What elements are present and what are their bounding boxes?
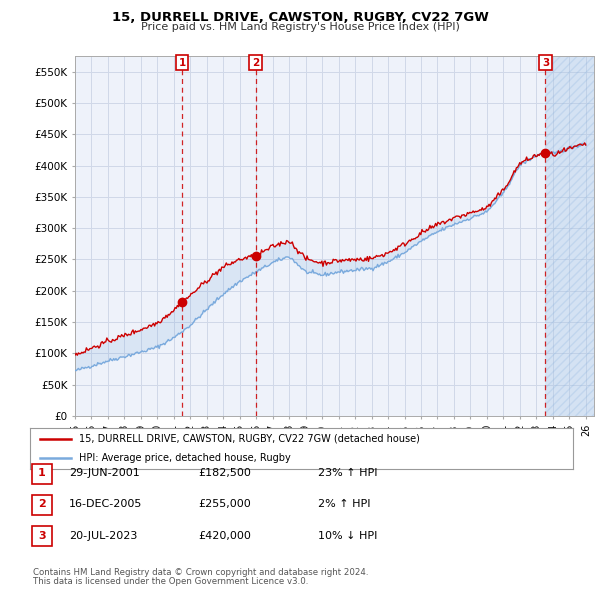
Text: 3: 3: [38, 531, 46, 540]
Text: 16-DEC-2005: 16-DEC-2005: [69, 500, 142, 509]
Text: 3: 3: [542, 58, 549, 68]
Text: 10% ↓ HPI: 10% ↓ HPI: [318, 531, 377, 540]
Text: 20-JUL-2023: 20-JUL-2023: [69, 531, 137, 540]
Text: 29-JUN-2001: 29-JUN-2001: [69, 468, 140, 478]
Text: £255,000: £255,000: [198, 500, 251, 509]
Text: 1: 1: [178, 58, 185, 68]
Text: 15, DURRELL DRIVE, CAWSTON, RUGBY, CV22 7GW (detached house): 15, DURRELL DRIVE, CAWSTON, RUGBY, CV22 …: [79, 434, 420, 444]
Text: 1: 1: [38, 468, 46, 478]
Bar: [545, 56, 594, 416]
Text: HPI: Average price, detached house, Rugby: HPI: Average price, detached house, Rugb…: [79, 453, 290, 463]
Text: 15, DURRELL DRIVE, CAWSTON, RUGBY, CV22 7GW: 15, DURRELL DRIVE, CAWSTON, RUGBY, CV22 …: [112, 11, 488, 24]
Text: £420,000: £420,000: [198, 531, 251, 540]
Text: Contains HM Land Registry data © Crown copyright and database right 2024.: Contains HM Land Registry data © Crown c…: [33, 568, 368, 577]
Text: £182,500: £182,500: [198, 468, 251, 478]
Text: 23% ↑ HPI: 23% ↑ HPI: [318, 468, 377, 478]
Text: This data is licensed under the Open Government Licence v3.0.: This data is licensed under the Open Gov…: [33, 577, 308, 586]
Text: Price paid vs. HM Land Registry's House Price Index (HPI): Price paid vs. HM Land Registry's House …: [140, 22, 460, 32]
Text: 2: 2: [38, 500, 46, 509]
Text: 2: 2: [252, 58, 259, 68]
Bar: [545, 56, 594, 416]
Text: 2% ↑ HPI: 2% ↑ HPI: [318, 500, 371, 509]
